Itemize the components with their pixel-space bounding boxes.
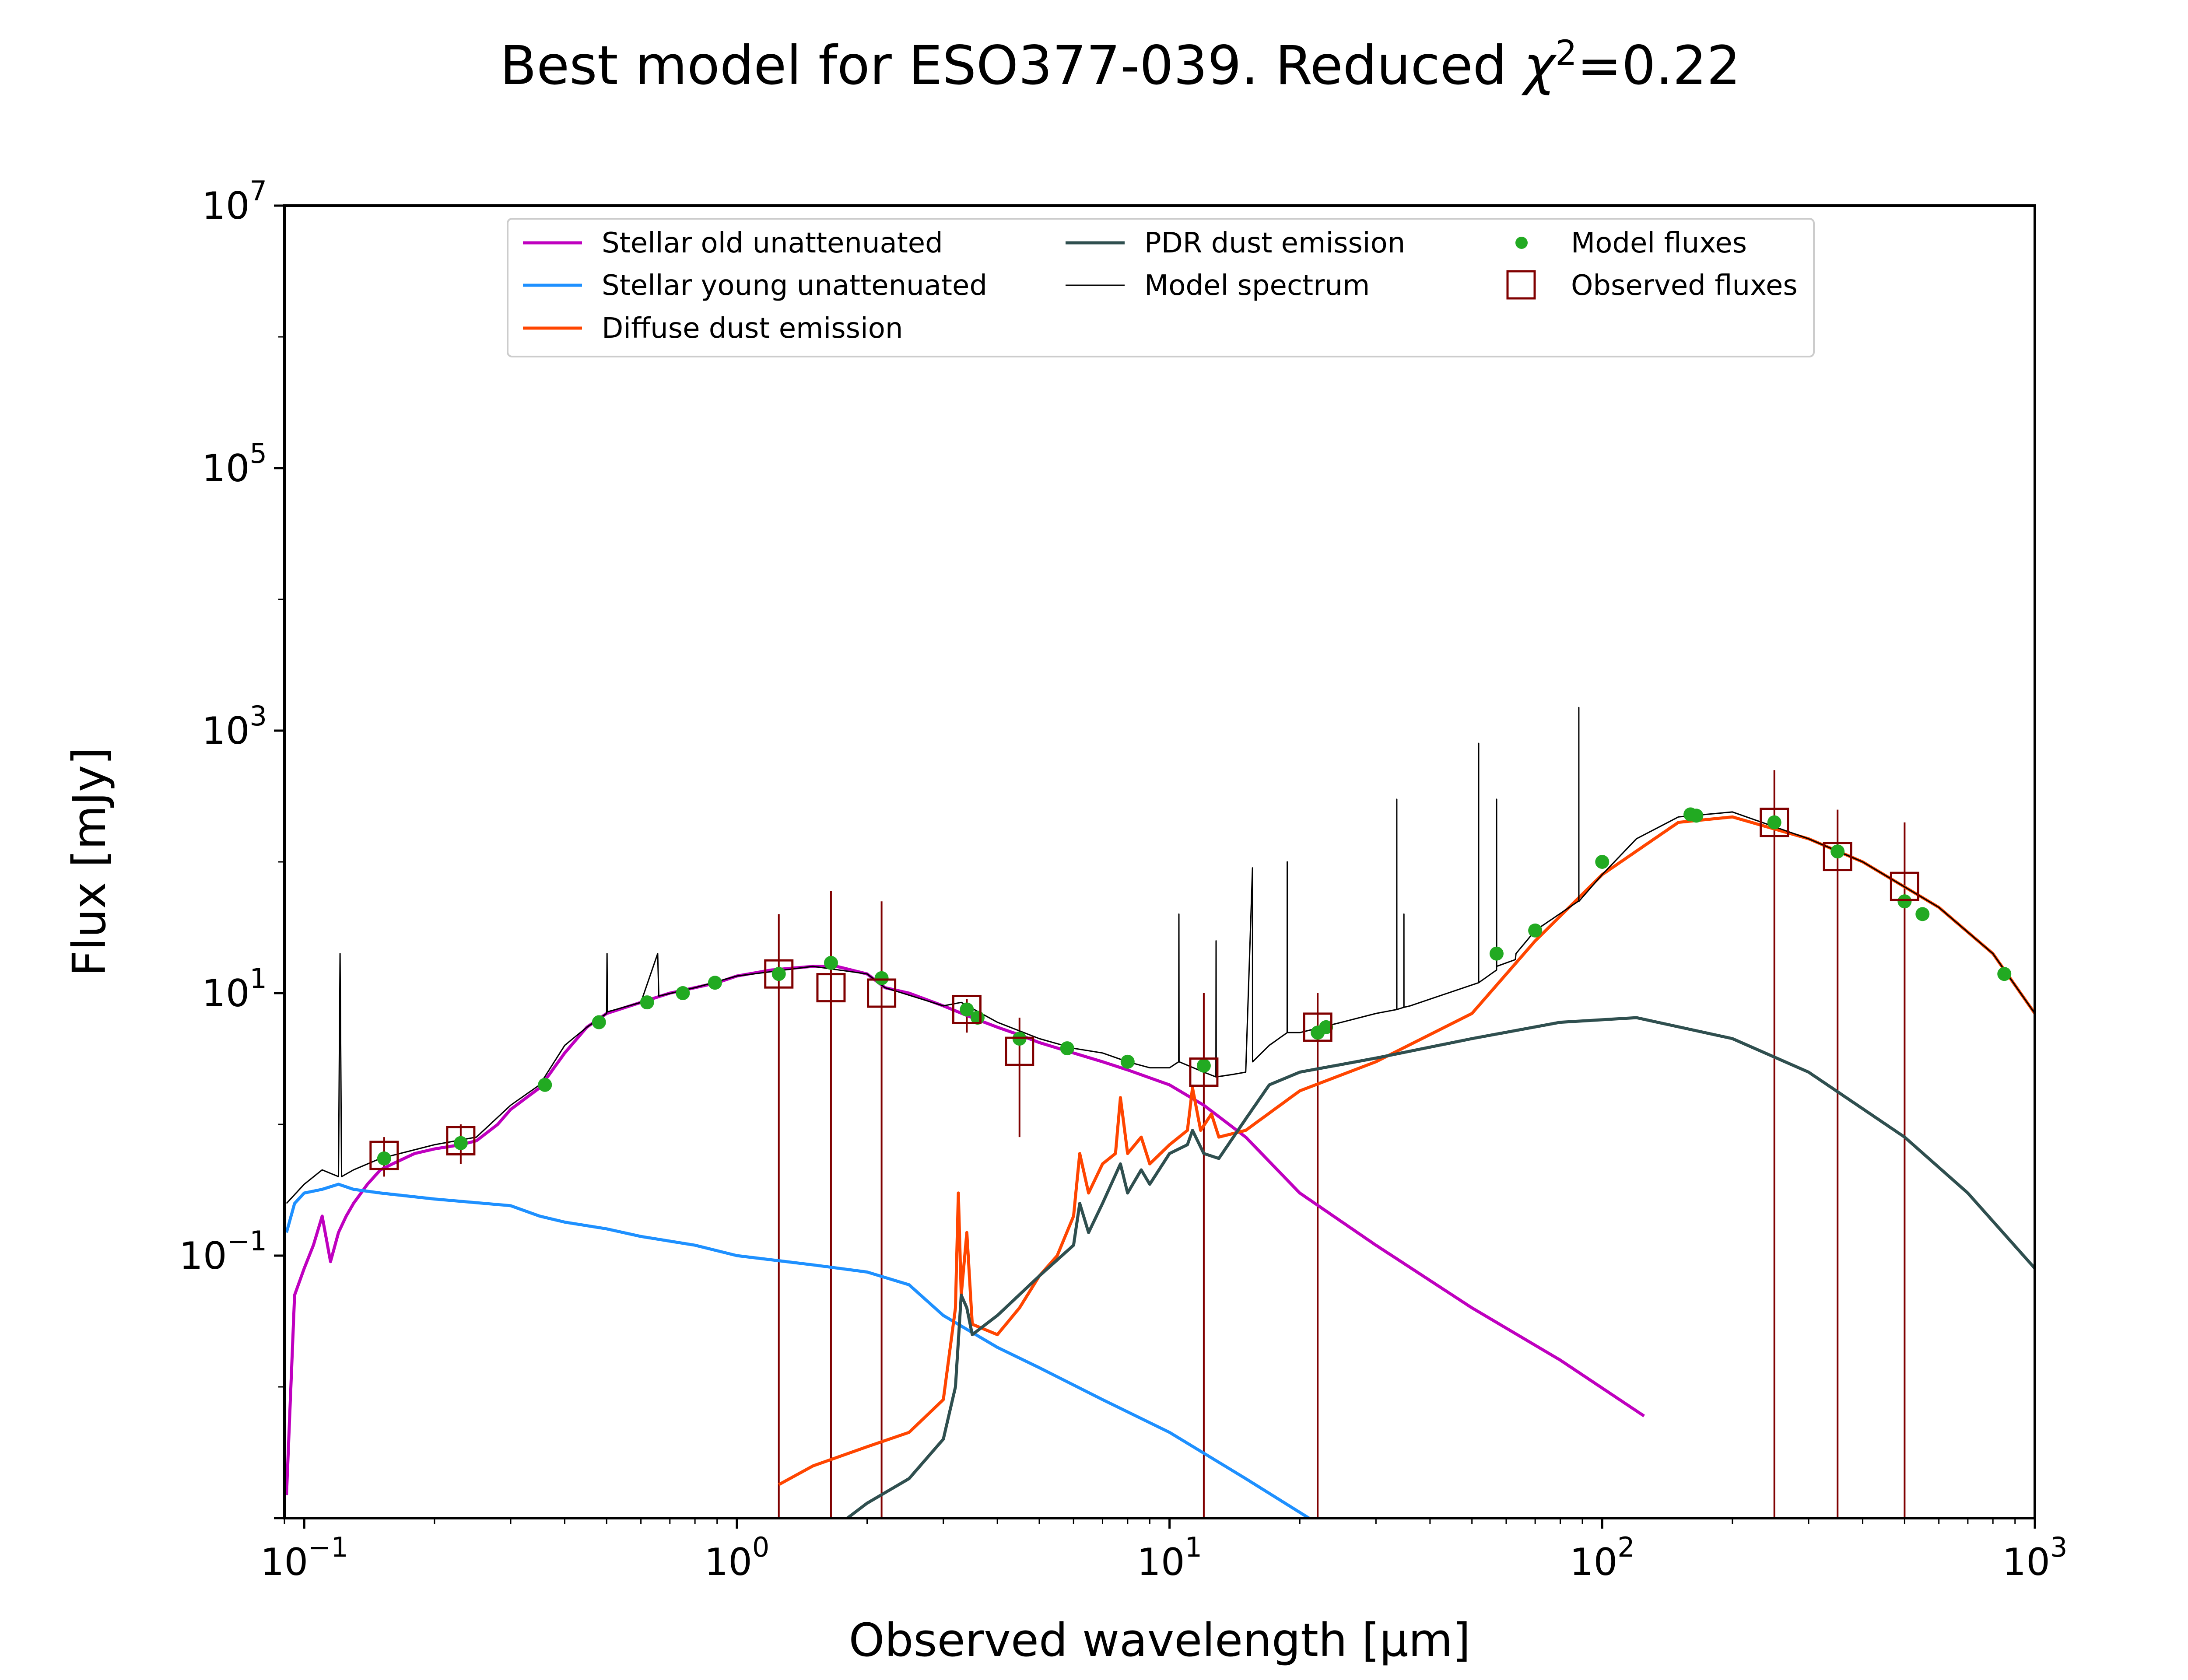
model-flux-point xyxy=(824,956,838,970)
observed-flux-marker xyxy=(1303,1012,1332,1042)
model-flux-point xyxy=(640,995,654,1010)
series-line-diffuse-dust-emission xyxy=(778,815,2035,1486)
observed-flux-marker xyxy=(952,994,982,1024)
plot-frame xyxy=(283,204,2036,1519)
x-tick-label: 101 xyxy=(1137,1531,1202,1584)
series-line-pdr-dust-emission xyxy=(846,1016,2035,1518)
observed-flux-marker xyxy=(446,1126,476,1155)
observed-flux-marker xyxy=(1005,1036,1034,1066)
legend-diffuse-dust-emission-label: Diffuse dust emission xyxy=(602,312,903,345)
plot-layer xyxy=(285,707,2035,1518)
model-flux-point xyxy=(1997,967,2012,981)
model-flux-point xyxy=(874,971,889,985)
legend-stellar-young-unattenuated-label: Stellar young unattenuated xyxy=(602,270,987,302)
observed-flux-marker xyxy=(764,959,794,989)
model-flux-point xyxy=(1830,844,1845,859)
model-flux-point xyxy=(708,976,722,990)
y-tick-label: 107 xyxy=(202,175,267,228)
model-flux-point xyxy=(771,967,786,981)
model-flux-point xyxy=(1689,808,1704,823)
legend-box xyxy=(507,218,1815,357)
model-flux-point xyxy=(1060,1041,1074,1056)
model-flux-point xyxy=(592,1015,606,1029)
series-line-stellar-young-unattenuated xyxy=(285,1183,1310,1518)
observed-flux-marker xyxy=(867,978,897,1008)
observed-flux-marker xyxy=(1189,1057,1219,1087)
y-tick-label: 10−1 xyxy=(179,1225,267,1278)
legend-model-spectrum-label: Model spectrum xyxy=(1144,270,1370,302)
legend: Stellar old unattenuated Stellar young un… xyxy=(507,218,1815,357)
model-flux-point xyxy=(1319,1020,1333,1034)
model-flux-point xyxy=(1897,894,1912,909)
y-axis-ticks: 10−1 101 103 105 107 xyxy=(179,175,284,1519)
model-flux-point xyxy=(453,1136,468,1150)
series-line-model-spectrum xyxy=(286,707,2035,1204)
x-axis-ticks: 10−1 100 101 102 103 xyxy=(260,1518,2068,1584)
model-flux-point xyxy=(1196,1058,1211,1073)
x-tick-label: 102 xyxy=(1570,1531,1635,1584)
legend-stellar-old-unattenuated-label: Stellar old unattenuated xyxy=(602,227,943,259)
model-flux-point xyxy=(1595,855,1609,869)
y-tick-label: 103 xyxy=(202,700,267,753)
model-flux-point xyxy=(1489,946,1504,961)
model-flux-point xyxy=(377,1151,391,1166)
model-flux-point xyxy=(676,986,690,1000)
legend-observed-fluxes-label: Observed fluxes xyxy=(1571,270,1798,302)
model-flux-point xyxy=(1528,923,1543,938)
model-flux-point xyxy=(1767,815,1781,830)
observed-flux-marker xyxy=(816,973,846,1003)
chart-title: Best model for ESO377-039. Reduced χ2=0.… xyxy=(500,34,1740,97)
x-tick-label: 10−1 xyxy=(260,1531,348,1584)
model-flux-point xyxy=(960,1002,974,1017)
legend-pdr-dust-emission-label: PDR dust emission xyxy=(1144,227,1405,259)
x-tick-label: 100 xyxy=(704,1531,769,1584)
legend-model-fluxes-label: Model fluxes xyxy=(1571,227,1747,259)
y-tick-label: 105 xyxy=(202,438,267,490)
model-flux-point xyxy=(538,1078,552,1092)
observed-flux-marker xyxy=(369,1141,399,1170)
model-flux-point xyxy=(1120,1054,1135,1069)
model-flux-point xyxy=(1915,907,1930,921)
observed-flux-marker xyxy=(1890,872,1919,901)
observed-flux-marker xyxy=(1760,808,1789,837)
x-axis-label: Observed wavelength [μm] xyxy=(849,1614,1471,1667)
legend-observed-fluxes-swatch xyxy=(1506,270,1536,300)
y-tick-label: 101 xyxy=(202,962,267,1015)
legend-model-fluxes-swatch xyxy=(1515,237,1528,249)
x-tick-label: 103 xyxy=(2002,1531,2068,1584)
observed-flux-marker xyxy=(1823,842,1852,872)
y-axis-label: Flux [mJy] xyxy=(63,747,116,976)
